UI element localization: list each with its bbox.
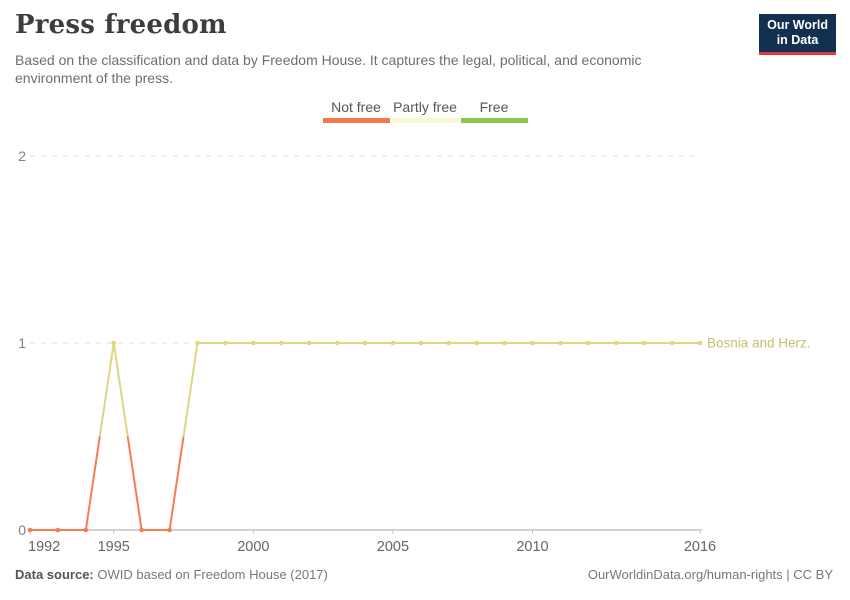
legend-swatch-not-free	[322, 118, 390, 123]
data-point	[362, 340, 368, 346]
data-point	[446, 340, 452, 346]
data-source-note: Data source: OWID based on Freedom House…	[15, 567, 328, 582]
x-tick-label: 1992	[28, 539, 60, 555]
data-point	[586, 340, 591, 346]
data-point	[613, 340, 619, 346]
x-tick-label: 2000	[237, 539, 269, 555]
legend-swatch-partly-free	[391, 118, 459, 123]
data-point	[641, 340, 647, 346]
legend-label: Free	[479, 99, 509, 115]
series-segment	[84, 342, 115, 531]
legend: Not free Partly free Free	[0, 99, 850, 123]
data-point	[669, 340, 675, 346]
data-point	[418, 340, 424, 346]
data-point	[251, 340, 256, 346]
data-point	[223, 340, 228, 346]
data-point	[278, 340, 284, 346]
data-point	[530, 340, 535, 346]
entity-label: Bosnia and Herz.	[707, 336, 811, 351]
data-point	[502, 340, 507, 346]
owid-footer-link[interactable]: OurWorldinData.org/human-rights | CC BY	[587, 567, 833, 582]
chart-subtitle-line2: environment of the press.	[15, 70, 173, 86]
legend-item-free: Free	[460, 99, 528, 123]
x-tick-label: 2016	[684, 539, 716, 555]
data-point	[334, 340, 340, 346]
series-segment	[168, 342, 199, 531]
page-title: Press freedom	[15, 10, 227, 40]
data-point	[195, 340, 200, 346]
legend-label: Partly free	[393, 99, 457, 115]
legend-label: Not free	[331, 99, 381, 115]
data-point	[111, 340, 117, 346]
data-point	[390, 340, 396, 346]
data-point	[558, 340, 563, 346]
data-point	[167, 527, 172, 533]
series-segment	[112, 342, 143, 531]
data-point	[27, 527, 33, 533]
y-tick-label: 2	[18, 148, 26, 164]
data-point	[474, 340, 479, 346]
chart-subtitle-line1: Based on the classification and data by …	[15, 52, 642, 68]
data-point	[139, 527, 144, 533]
data-source-text: OWID based on Freedom House (2017)	[93, 567, 328, 582]
y-tick-label: 1	[18, 335, 26, 351]
data-point	[83, 527, 89, 533]
legend-item-partly-free: Partly free	[391, 99, 459, 123]
x-tick-label: 2010	[516, 539, 548, 555]
data-point	[306, 340, 312, 346]
owid-logo-line2: in Data	[776, 33, 819, 47]
data-point	[55, 527, 61, 533]
owid-logo-line1: Our World	[767, 18, 828, 32]
x-tick-label: 1995	[98, 539, 130, 555]
data-source-label: Data source:	[15, 567, 94, 582]
owid-logo[interactable]: Our World in Data	[759, 14, 836, 55]
legend-swatch-free	[460, 118, 528, 123]
y-tick-label: 0	[18, 522, 26, 538]
x-tick-label: 2005	[377, 539, 409, 555]
data-point	[697, 340, 703, 346]
legend-item-not-free: Not free	[322, 99, 390, 123]
chart-footer: Data source: OWID based on Freedom House…	[15, 567, 833, 582]
chart-subtitle: Based on the classification and data by …	[15, 51, 641, 87]
